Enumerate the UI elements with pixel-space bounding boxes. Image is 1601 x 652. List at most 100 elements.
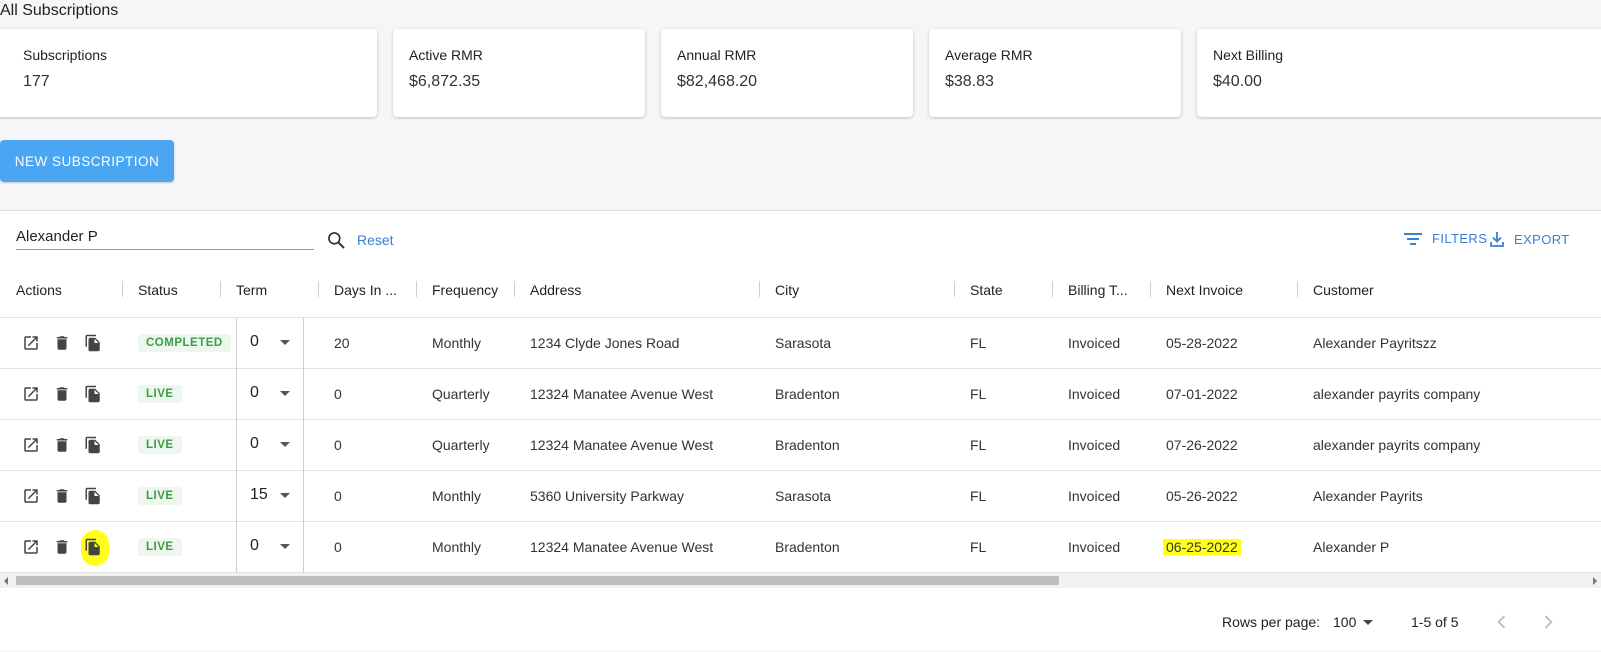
next-invoice-cell: 07-26-2022 [1166, 437, 1238, 453]
column-header-city[interactable]: City [775, 282, 800, 298]
column-header-address[interactable]: Address [530, 282, 582, 298]
column-separator[interactable] [759, 281, 760, 297]
copy-icon[interactable] [84, 487, 102, 505]
days-cell: 0 [334, 437, 342, 453]
scroll-right-arrow-icon[interactable] [1593, 577, 1597, 585]
term-select[interactable]: 15 [236, 471, 304, 522]
chevron-left-icon[interactable] [1492, 612, 1512, 632]
stat-label: Annual RMR [677, 47, 757, 63]
filters-button[interactable]: FILTERS [1404, 231, 1487, 246]
trash-icon[interactable] [53, 487, 71, 505]
chevron-down-icon [280, 340, 290, 345]
term-select[interactable]: 0 [236, 318, 304, 369]
column-separator[interactable] [1052, 281, 1053, 297]
next-invoice-cell: 06-25-2022 [1163, 522, 1241, 573]
billing-cell: Invoiced [1068, 488, 1121, 504]
status-badge: LIVE [138, 385, 182, 403]
stat-value: 177 [23, 73, 50, 90]
frequency-cell: Quarterly [432, 386, 490, 402]
column-header-term[interactable]: Term [236, 282, 268, 298]
state-cell: FL [970, 539, 987, 555]
column-header-status[interactable]: Status [138, 282, 178, 298]
status-badge: COMPLETED [138, 334, 231, 352]
copy-icon[interactable] [84, 334, 102, 352]
city-cell: Bradenton [775, 437, 840, 453]
copy-icon[interactable] [84, 436, 102, 454]
column-separator[interactable] [954, 281, 955, 297]
days-cell: 0 [334, 386, 342, 402]
column-header-actions: Actions [16, 282, 62, 298]
column-separator[interactable] [122, 281, 123, 297]
scroll-left-arrow-icon[interactable] [4, 577, 8, 585]
status-badge: LIVE [138, 487, 182, 505]
column-header-customer[interactable]: Customer [1313, 282, 1374, 298]
open-in-new-icon[interactable] [22, 487, 40, 505]
export-button[interactable]: EXPORT [1490, 231, 1570, 247]
copy-icon[interactable] [84, 538, 102, 556]
table-row: LIVE 0 0 Quarterly 12324 Manatee Avenue … [0, 420, 1601, 471]
column-header-next-invoice[interactable]: Next Invoice [1166, 282, 1244, 298]
term-select[interactable]: 0 [236, 522, 304, 573]
column-header-state[interactable]: State [970, 282, 1003, 298]
term-select[interactable]: 0 [236, 420, 304, 471]
column-separator[interactable] [1297, 281, 1298, 297]
trash-icon[interactable] [53, 538, 71, 556]
billing-cell: Invoiced [1068, 335, 1121, 351]
term-select[interactable]: 0 [236, 369, 304, 420]
column-separator[interactable] [220, 281, 221, 297]
term-value: 0 [250, 384, 259, 401]
chevron-right-icon[interactable] [1538, 612, 1558, 632]
term-value: 0 [250, 537, 259, 554]
filters-label: FILTERS [1432, 231, 1488, 246]
stat-value: $6,872.35 [409, 73, 481, 90]
trash-icon[interactable] [53, 385, 71, 403]
stat-card-annual-rmr: Annual RMR $82,468.20 [661, 29, 913, 117]
open-in-new-icon[interactable] [22, 385, 40, 403]
customer-cell: alexander payrits company [1313, 386, 1481, 402]
stat-value: $82,468.20 [677, 73, 758, 90]
billing-cell: Invoiced [1068, 539, 1121, 555]
scrollbar-thumb[interactable] [16, 576, 1059, 585]
trash-icon[interactable] [53, 436, 71, 454]
column-separator[interactable] [514, 281, 515, 297]
copy-icon[interactable] [84, 385, 102, 403]
chevron-down-icon [280, 493, 290, 498]
search-field[interactable] [16, 228, 314, 250]
rows-per-page-label: Rows per page: [1222, 614, 1321, 630]
new-subscription-button[interactable]: NEW SUBSCRIPTION [0, 140, 174, 182]
column-header-days-in[interactable]: Days In ... [334, 282, 398, 298]
column-header-billing-type[interactable]: Billing T... [1068, 282, 1128, 298]
open-in-new-icon[interactable] [22, 334, 40, 352]
stat-card-subscriptions: Subscriptions 177 [0, 29, 377, 117]
chevron-down-icon[interactable] [1363, 620, 1373, 625]
column-separator[interactable] [416, 281, 417, 297]
term-value: 15 [250, 486, 268, 503]
table-row: LIVE 15 0 Monthly 5360 University Parkwa… [0, 471, 1601, 522]
table-row: LIVE 0 0 Quarterly 12324 Manatee Avenue … [0, 369, 1601, 420]
reset-link[interactable]: Reset [357, 232, 394, 248]
column-header-frequency[interactable]: Frequency [432, 282, 499, 298]
open-in-new-icon[interactable] [22, 538, 40, 556]
pagination-range: 1-5 of 5 [1411, 614, 1459, 630]
state-cell: FL [970, 437, 987, 453]
rows-per-page-select[interactable]: 100 [1333, 614, 1357, 630]
address-cell: 12324 Manatee Avenue West [530, 437, 714, 453]
search-input[interactable] [16, 228, 314, 245]
trash-icon[interactable] [53, 334, 71, 352]
column-separator[interactable] [1150, 281, 1151, 297]
stat-label: Active RMR [409, 47, 483, 63]
chevron-down-icon [280, 544, 290, 549]
customer-cell: Alexander Payrits [1313, 488, 1423, 504]
address-cell: 5360 University Parkway [530, 488, 685, 504]
stat-value: $38.83 [945, 73, 994, 90]
column-separator[interactable] [318, 281, 319, 297]
search-icon[interactable] [326, 230, 346, 250]
customer-cell: alexander payrits company [1313, 437, 1481, 453]
days-cell: 0 [334, 488, 342, 504]
city-cell: Sarasota [775, 335, 832, 351]
frequency-cell: Monthly [432, 488, 482, 504]
horizontal-scrollbar[interactable] [0, 573, 1601, 588]
open-in-new-icon[interactable] [22, 436, 40, 454]
column-header-row: Actions Status Term Days In ... Frequenc… [0, 266, 1601, 318]
stat-card-active-rmr: Active RMR $6,872.35 [393, 29, 645, 117]
